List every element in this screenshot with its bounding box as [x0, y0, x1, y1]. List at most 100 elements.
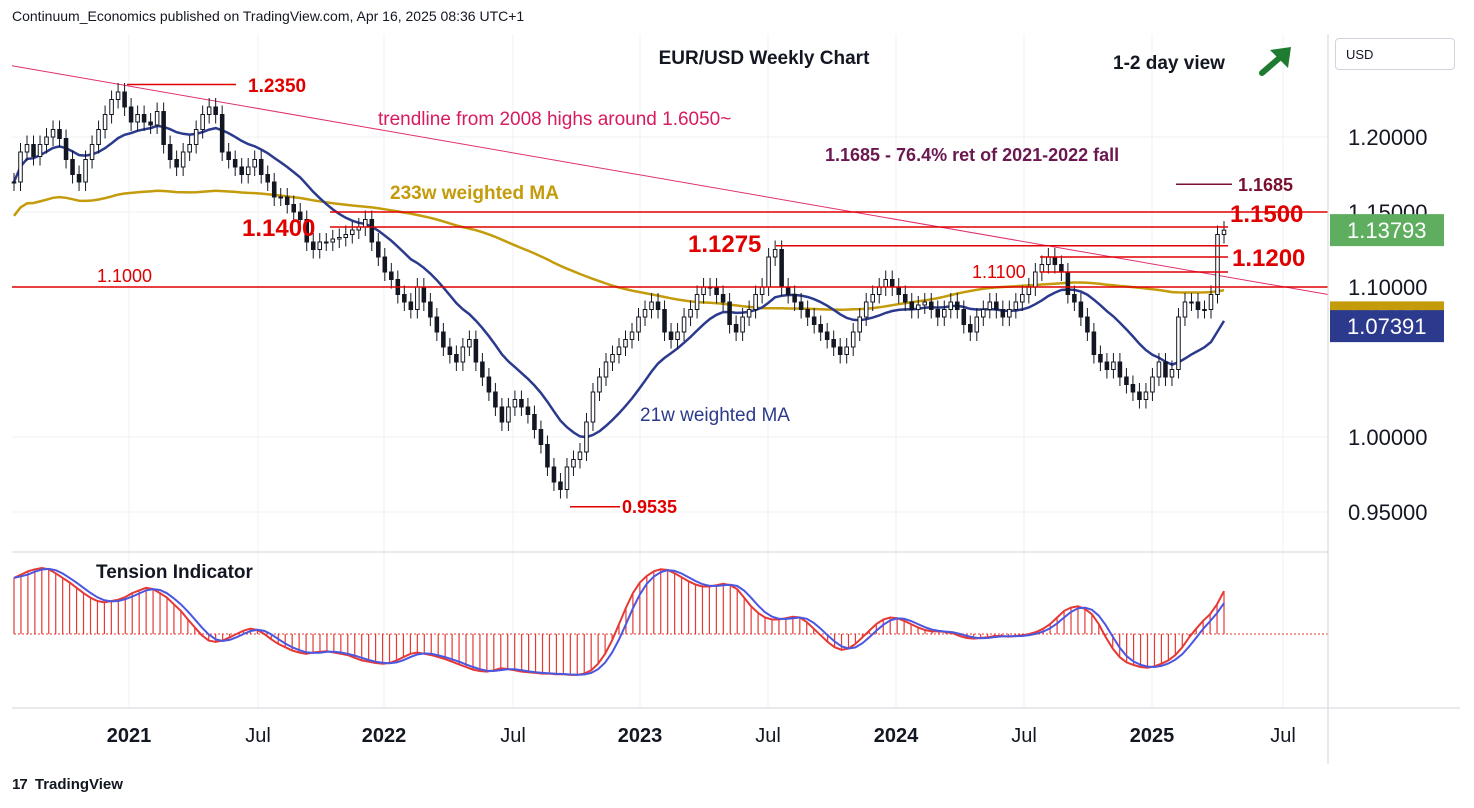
- candle-body: [740, 316, 745, 333]
- x-tick-label: Jul: [755, 725, 781, 747]
- x-tick-label: Jul: [1011, 725, 1037, 747]
- level-label: 1.1100: [972, 262, 1026, 282]
- candle-body: [785, 286, 791, 295]
- candle-body: [681, 316, 687, 333]
- price-plot: [11, 65, 1329, 508]
- candle-body: [1091, 331, 1097, 355]
- level-label: 1.1685: [1238, 175, 1293, 195]
- candle-body: [135, 114, 140, 123]
- candle-body: [616, 346, 622, 355]
- candle-body: [18, 151, 23, 183]
- candle-body: [694, 294, 700, 310]
- candle-body: [174, 159, 179, 168]
- candle-body: [1130, 384, 1136, 393]
- candle-body: [486, 376, 492, 393]
- candle-body: [154, 111, 160, 126]
- price-tag-box: [1330, 214, 1444, 247]
- candle-body: [571, 459, 576, 468]
- candle-body: [376, 241, 381, 258]
- candle-body: [1000, 309, 1006, 318]
- candle-body: [772, 249, 778, 258]
- candle-body: [278, 196, 283, 199]
- candle-body: [434, 316, 440, 333]
- candle-body: [226, 151, 231, 160]
- candle-body: [564, 466, 570, 490]
- view-label: 1-2 day view: [1113, 53, 1225, 74]
- candle-body: [232, 159, 238, 168]
- candle-body: [350, 229, 355, 235]
- candle-body: [688, 309, 693, 318]
- candle-body: [467, 339, 472, 348]
- candle-body: [850, 331, 856, 348]
- candle-body: [720, 294, 726, 303]
- candle-body: [102, 114, 108, 130]
- candle-body: [1182, 301, 1188, 318]
- candle-body: [1137, 391, 1142, 400]
- candle-body: [284, 196, 290, 205]
- candle-body: [857, 316, 862, 333]
- candle-body: [506, 406, 511, 423]
- candle-body: [1176, 316, 1181, 370]
- candle-body: [109, 99, 114, 115]
- candle-body: [480, 361, 485, 378]
- candle-body: [1195, 301, 1201, 310]
- candle-body: [336, 237, 342, 240]
- candle-body: [239, 166, 244, 175]
- candle-body: [1020, 294, 1025, 303]
- candle-body: [896, 286, 902, 295]
- candle-body: [265, 174, 270, 183]
- candle-body: [76, 174, 82, 183]
- candle-body: [44, 136, 49, 145]
- candle-body: [63, 138, 69, 160]
- candle-body: [928, 301, 934, 310]
- candle-body: [636, 316, 641, 333]
- candle-body: [870, 294, 875, 303]
- tradingview-footer[interactable]: 17 TradingView: [12, 776, 123, 793]
- price-tag-box: [1330, 310, 1444, 343]
- candle-body: [837, 346, 843, 355]
- level-label: 1.1275: [688, 231, 761, 258]
- candle-body: [1111, 361, 1116, 370]
- currency-selector[interactable]: USD: [1335, 38, 1455, 70]
- candle-body: [818, 324, 823, 333]
- candle-body: [525, 406, 531, 415]
- candle-body: [603, 361, 609, 378]
- price-tag-label: 1.13793: [1347, 218, 1427, 243]
- candle-body: [180, 151, 186, 168]
- candle-body: [1143, 391, 1149, 400]
- candle-body: [323, 241, 329, 244]
- candle-body: [441, 331, 446, 348]
- x-tick-label: 2022: [362, 725, 407, 747]
- candle-body: [1104, 361, 1110, 370]
- candle-body: [545, 444, 550, 468]
- candle-body: [1189, 301, 1194, 304]
- candle-body: [421, 286, 427, 303]
- candle-body: [343, 234, 349, 238]
- candle-body: [187, 144, 192, 153]
- candle-body: [876, 286, 882, 295]
- arrow-up-right-icon: [1259, 47, 1291, 76]
- candle-body: [915, 304, 921, 310]
- ma21-label: 21w weighted MA: [640, 405, 790, 426]
- candle-body: [1046, 256, 1051, 265]
- candle-body: [922, 301, 928, 306]
- candle-body: [675, 331, 680, 340]
- candle-body: [863, 301, 869, 318]
- candle-body: [31, 144, 36, 157]
- candle-body: [1085, 316, 1090, 333]
- candle-body: [623, 339, 628, 348]
- price-tag-label: 1.07391: [1347, 314, 1427, 339]
- candle-body: [987, 301, 993, 310]
- candle-body: [727, 301, 732, 325]
- candle-body: [584, 421, 589, 453]
- x-tick-label: 2024: [874, 725, 919, 747]
- ma233-line: [13, 189, 1225, 311]
- candle-body: [37, 144, 43, 157]
- candle-body: [473, 339, 479, 363]
- candle-body: [83, 159, 88, 183]
- candle-body: [558, 481, 563, 490]
- candle-body: [271, 181, 277, 198]
- price-tag: 1.13793: [1330, 214, 1444, 247]
